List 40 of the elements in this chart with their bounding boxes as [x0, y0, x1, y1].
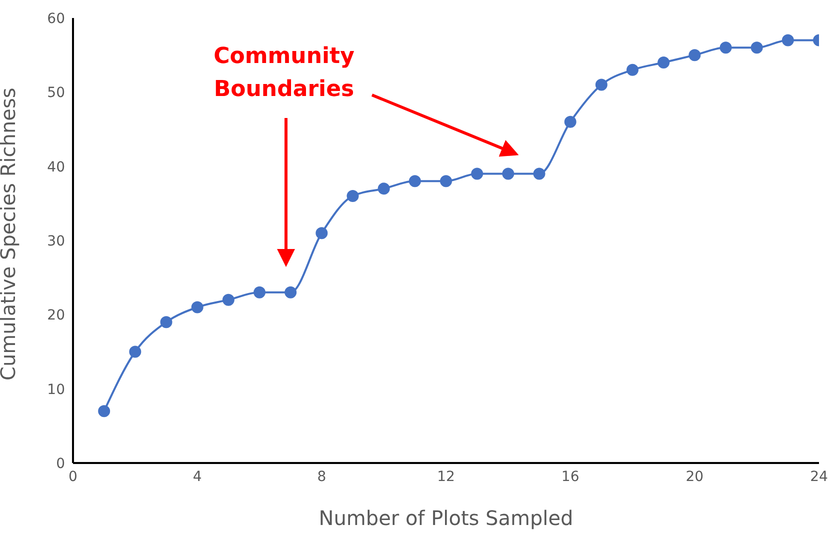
point	[658, 56, 670, 68]
point	[564, 116, 576, 128]
point	[688, 49, 701, 62]
point	[378, 182, 390, 195]
y-tick-label: 10	[47, 382, 65, 398]
point	[626, 64, 638, 76]
point	[254, 286, 266, 298]
x-tick-label: 24	[810, 468, 828, 485]
point	[471, 168, 484, 180]
point	[346, 190, 359, 202]
y-tick-label: 60	[47, 10, 65, 27]
x-tick-label: 0	[68, 468, 78, 485]
point	[316, 227, 328, 240]
x-tick-label: 4	[192, 468, 202, 485]
y-tick-label: 20	[47, 308, 65, 324]
y-tick-label: 40	[47, 159, 65, 176]
x-tick-label: 20	[686, 468, 704, 485]
point	[129, 346, 142, 358]
point	[408, 175, 421, 188]
point	[595, 78, 608, 91]
y-tick-label: 0	[56, 456, 65, 472]
x-tick-label: 12	[437, 468, 455, 485]
point	[533, 168, 546, 180]
point	[720, 42, 732, 54]
point	[284, 286, 297, 298]
x-tick-label: 16	[561, 468, 580, 485]
y-axis-title: Cumulative Species Richness	[0, 88, 20, 380]
point	[222, 294, 234, 306]
point	[98, 405, 110, 418]
x-axis-title: Number of Plots Sampled	[318, 506, 574, 530]
y-tick-label: 50	[47, 85, 65, 102]
point	[191, 301, 204, 314]
point	[502, 168, 514, 180]
point	[160, 316, 172, 328]
point	[440, 175, 452, 188]
point	[782, 34, 794, 46]
annotation: Community Boundaries	[212, 43, 356, 104]
point	[750, 42, 763, 54]
y-tick-label: 30	[47, 233, 65, 250]
x-tick-label: 8	[317, 468, 326, 485]
